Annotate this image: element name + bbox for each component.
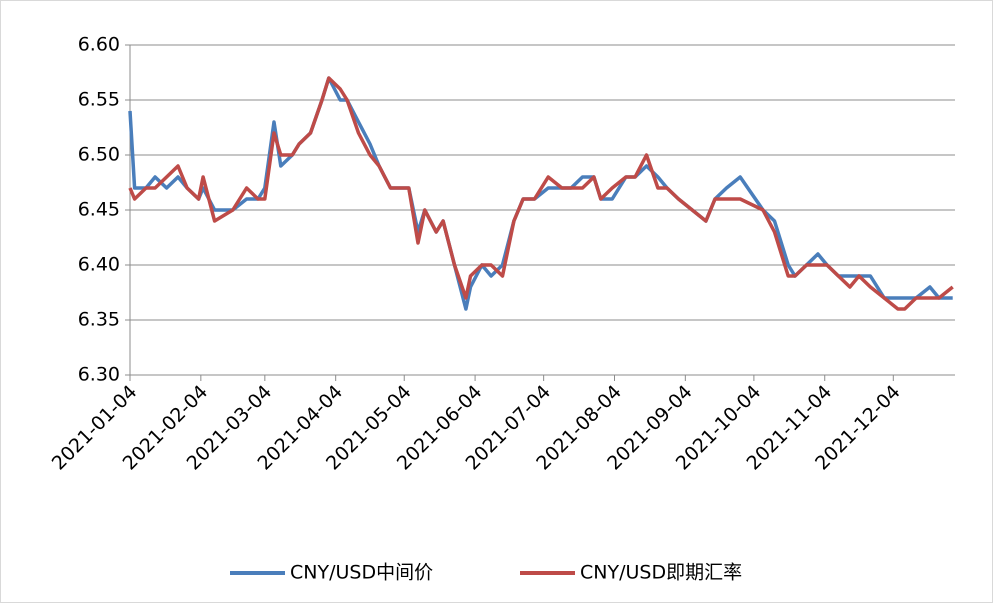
legend-label: CNY/USD中间价 [290,562,433,584]
y-tick-label: 6.40 [78,254,120,276]
y-tick-label: 6.50 [78,144,120,166]
y-tick-label: 6.30 [78,364,120,386]
series-line [128,76,954,311]
y-tick-label: 6.60 [78,34,120,56]
legend-label: CNY/USD即期汇率 [580,562,742,584]
y-tick-label: 6.45 [78,199,120,221]
y-tick-label: 6.35 [78,309,120,331]
y-tick-label: 6.55 [78,89,120,111]
